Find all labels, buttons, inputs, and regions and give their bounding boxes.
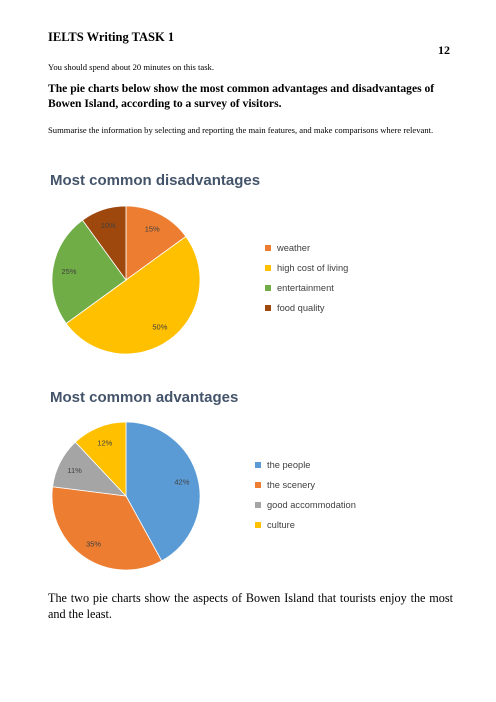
- legend-item-good-accommodation: good accommodation: [255, 495, 356, 515]
- advantages-chart-title: Most common advantages: [50, 389, 239, 406]
- legend-label: weather: [277, 243, 311, 253]
- pie-slice-entertainment: [51, 219, 127, 325]
- legend-swatch: [265, 305, 271, 311]
- disadvantages-legend: weather high cost of living entertainment f…: [265, 238, 348, 318]
- legend-swatch: [265, 265, 271, 271]
- legend-label: culture: [267, 520, 295, 530]
- legend-label: the people: [267, 460, 311, 470]
- legend-label: good accommodation: [267, 500, 356, 510]
- legend-swatch: [255, 462, 261, 468]
- legend-item-high-cost-of-living: high cost of living: [265, 258, 348, 278]
- slice-label-high-cost-of-living: 50%: [152, 323, 167, 332]
- legend-swatch: [255, 522, 261, 528]
- advantages-legend: the people the scenery good accommodation c…: [255, 455, 356, 535]
- task-prompt: The pie charts below show the most commo…: [48, 82, 435, 110]
- task-instruction: Summarise the information by selecting a…: [48, 125, 434, 135]
- legend-label: the scenery: [267, 480, 316, 490]
- slice-label-weather: 15%: [145, 225, 160, 234]
- page-number: 12: [438, 43, 450, 57]
- legend-item-weather: weather: [265, 238, 348, 258]
- task-title: IELTS Writing TASK 1: [48, 30, 175, 44]
- legend-swatch: [255, 482, 261, 488]
- pie-slice-the-people: [125, 421, 201, 562]
- pie-slice-the-scenery: [51, 486, 163, 571]
- legend-swatch: [255, 502, 261, 508]
- advantages-pie-chart: 42% 35% 11% 12%: [51, 421, 201, 571]
- legend-item-entertainment: entertainment: [265, 278, 348, 298]
- slice-label-culture: 12%: [97, 438, 112, 447]
- time-note: You should spend about 20 minutes on thi…: [48, 62, 214, 72]
- legend-swatch: [265, 245, 271, 251]
- slice-label-food-quality: 10%: [101, 221, 116, 230]
- legend-item-culture: culture: [255, 515, 356, 535]
- closing-paragraph: The two pie charts show the aspects of B…: [48, 591, 453, 621]
- slice-label-entertainment: 25%: [61, 267, 76, 276]
- pie-slice-high-cost-of-living: [65, 235, 201, 355]
- slice-label-good-accommodation: 11%: [67, 466, 82, 475]
- pie-slice-weather: [125, 205, 187, 281]
- legend-label: entertainment: [277, 283, 334, 293]
- slice-label-the-people: 42%: [174, 478, 189, 487]
- disadvantages-pie-chart: 15% 50% 25% 10%: [51, 205, 201, 355]
- pie-slice-food-quality: [81, 205, 127, 282]
- legend-label: food quality: [277, 303, 325, 313]
- disadvantages-chart-title: Most common disadvantages: [50, 172, 261, 189]
- legend-item-food-quality: food quality: [265, 298, 348, 318]
- pie-slice-culture: [74, 421, 127, 498]
- legend-item-the-people: the people: [255, 455, 356, 475]
- slice-label-the-scenery: 35%: [86, 540, 101, 549]
- legend-swatch: [265, 285, 271, 291]
- legend-label: high cost of living: [277, 263, 349, 273]
- legend-item-the-scenery: the scenery: [255, 475, 356, 495]
